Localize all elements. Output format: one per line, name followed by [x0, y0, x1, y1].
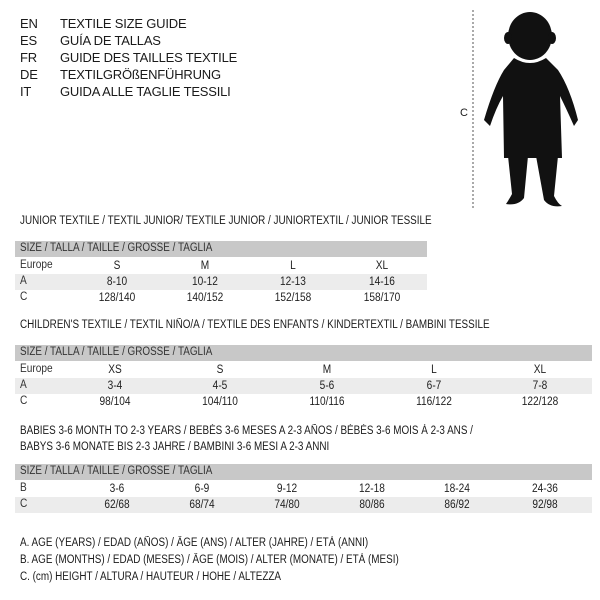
language-code: ES — [20, 33, 37, 48]
table-cell: 6-7 — [426, 380, 442, 392]
legend-item: C. (cm) HEIGHT / ALTURA / HAUTEUR / HÖHE… — [20, 571, 282, 583]
row-label: C — [20, 395, 28, 407]
row-label: B — [20, 482, 27, 494]
table-cell: 4-5 — [212, 380, 228, 392]
table-cell: 9-12 — [276, 483, 298, 495]
table-cell: 18-24 — [444, 483, 470, 495]
table-cell: 140/152 — [186, 292, 224, 304]
table-cell: 80/86 — [359, 499, 385, 511]
table-cell: S — [216, 364, 224, 376]
table-cell: 8-10 — [106, 276, 128, 288]
table-cell: 128/140 — [98, 292, 136, 304]
table-cell: 122/128 — [521, 396, 559, 408]
table-header-bar: SIZE / TALLA / TAILLE / GRÖSSE / TAGLIA — [15, 464, 592, 480]
language-title: GUIDE DES TAILLES TEXTILE — [60, 50, 238, 65]
table-cell: 92/98 — [532, 499, 558, 511]
row-stripe — [15, 378, 592, 394]
language-title: TEXTILE SIZE GUIDE — [60, 16, 187, 31]
table-cell: M — [322, 364, 332, 376]
table-cell: 12-18 — [359, 483, 385, 495]
table-header-bar: SIZE / TALLA / TAILLE / GRÖSSE / TAGLIA — [15, 345, 592, 361]
table-cell: XL — [375, 260, 389, 272]
table-cell: M — [200, 260, 210, 272]
row-label: Europe — [20, 363, 53, 375]
language-title: GUÍA DE TALLAS — [60, 33, 161, 48]
table-cell: 24-36 — [532, 483, 558, 495]
row-stripe — [15, 497, 592, 513]
table-cell: 3-6 — [109, 483, 125, 495]
table-cell: L — [290, 260, 296, 272]
table-cell: 6-9 — [194, 483, 210, 495]
table-title: BABYS 3-6 MONATE BIS 2-3 JAHRE / BAMBINI… — [20, 441, 330, 453]
table-cell: XS — [108, 364, 122, 376]
table-cell: 158/170 — [363, 292, 401, 304]
table-cell: 74/80 — [274, 499, 300, 511]
table-header: SIZE / TALLA / TAILLE / GRÖSSE / TAGLIA — [20, 346, 213, 358]
table-cell: 86/92 — [444, 499, 470, 511]
language-code: FR — [20, 50, 37, 65]
table-header: SIZE / TALLA / TAILLE / GRÖSSE / TAGLIA — [20, 465, 213, 477]
table-cell: 152/158 — [274, 292, 312, 304]
table-cell: 5-6 — [319, 380, 335, 392]
row-label: C — [20, 498, 28, 510]
table-cell: L — [431, 364, 437, 376]
row-label: C — [20, 291, 28, 303]
language-title: GUIDA ALLE TAGLIE TESSILI — [60, 84, 231, 99]
table-cell: 68/74 — [189, 499, 215, 511]
row-stripe — [15, 274, 427, 290]
row-label: A — [20, 379, 27, 391]
table-cell: 10-12 — [192, 276, 218, 288]
child-silhouette-icon — [472, 10, 578, 210]
row-label: Europe — [20, 259, 53, 271]
table-cell: 62/68 — [104, 499, 130, 511]
table-cell: 3-4 — [107, 380, 123, 392]
table-cell: S — [113, 260, 121, 272]
table-cell: 12-13 — [280, 276, 306, 288]
table-title: JUNIOR TEXTILE / TEXTIL JUNIOR/ TEXTILE … — [20, 215, 432, 227]
legend-item: A. AGE (YEARS) / EDAD (AÑOS) / ÂGE (ANS)… — [20, 537, 369, 549]
table-header: SIZE / TALLA / TAILLE / GRÖSSE / TAGLIA — [20, 242, 213, 254]
language-title: TEXTILGRÖßENFÜHRUNG — [60, 67, 221, 82]
table-cell: XL — [533, 364, 547, 376]
measure-label: C — [460, 107, 468, 119]
table-cell: 110/116 — [309, 396, 345, 408]
table-title: CHILDREN'S TEXTILE / TEXTIL NIÑO/A / TEX… — [20, 319, 490, 331]
legend-item: B. AGE (MONTHS) / EDAD (MESES) / ÂGE (MO… — [20, 554, 399, 566]
language-code: IT — [20, 84, 32, 99]
table-cell: 104/110 — [202, 396, 238, 408]
table-cell: 7-8 — [532, 380, 548, 392]
table-cell: 98/104 — [99, 396, 131, 408]
table-title: BABIES 3-6 MONTH TO 2-3 YEARS / BEBÉS 3-… — [20, 425, 473, 437]
language-code: EN — [20, 16, 38, 31]
language-code: DE — [20, 67, 38, 82]
row-label: A — [20, 275, 27, 287]
table-cell: 116/122 — [416, 396, 452, 408]
table-cell: 14-16 — [369, 276, 395, 288]
table-header-bar: SIZE / TALLA / TAILLE / GRÖSSE / TAGLIA — [15, 241, 427, 257]
